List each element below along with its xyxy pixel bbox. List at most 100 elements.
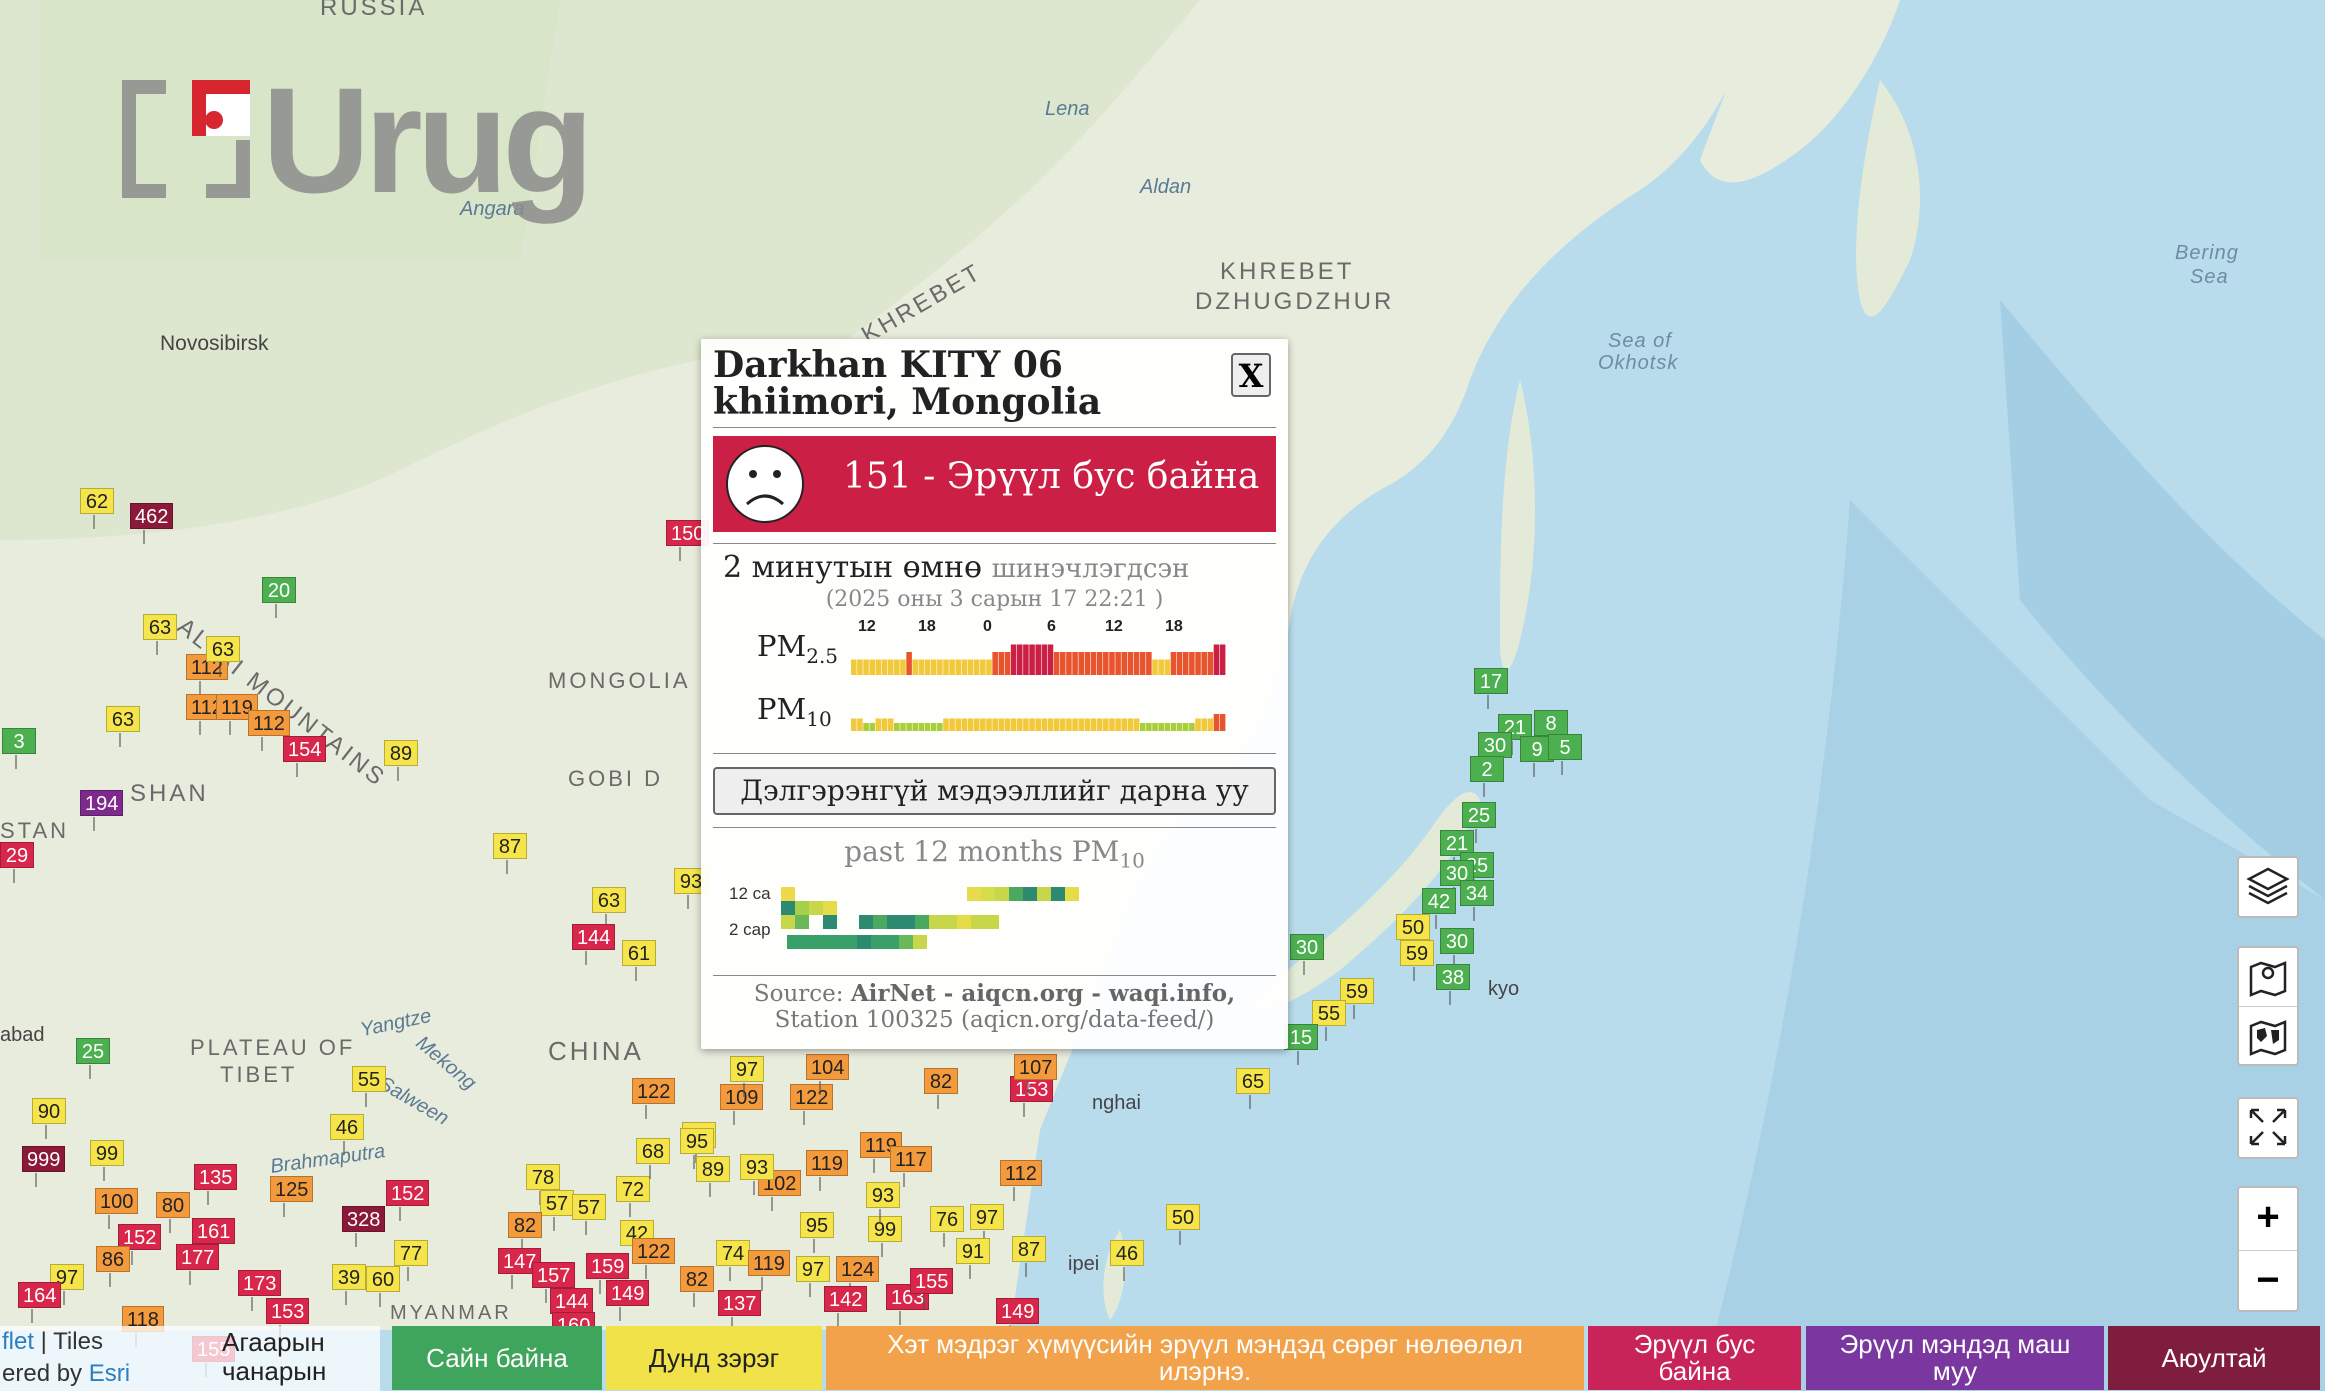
- aqi-marker[interactable]: 25: [1462, 802, 1496, 843]
- aqi-marker[interactable]: 122: [632, 1238, 676, 1279]
- aqi-marker[interactable]: 25: [76, 1038, 110, 1079]
- aqi-marker[interactable]: 72: [616, 1176, 650, 1217]
- aqi-marker[interactable]: 68: [636, 1138, 670, 1179]
- aqi-marker[interactable]: 50: [1396, 914, 1430, 955]
- aqi-marker[interactable]: 135: [194, 1164, 238, 1205]
- aqi-marker[interactable]: 149: [606, 1280, 650, 1321]
- aqi-marker[interactable]: 78: [526, 1164, 560, 1205]
- aqi-marker[interactable]: 144: [572, 924, 616, 965]
- details-button[interactable]: Дэлгэрэнгүй мэдээллийг дарна уу: [713, 767, 1276, 815]
- aqi-marker[interactable]: 82: [680, 1266, 714, 1307]
- aqi-marker[interactable]: 142: [824, 1286, 868, 1327]
- aqi-marker[interactable]: 21: [1440, 830, 1474, 871]
- aqi-marker[interactable]: 63: [592, 887, 626, 928]
- aqi-marker[interactable]: 62: [80, 488, 114, 529]
- aqi-marker[interactable]: 34: [1460, 880, 1494, 921]
- aqi-marker[interactable]: 29: [0, 842, 34, 883]
- aqi-marker[interactable]: 137: [718, 1290, 762, 1331]
- leaflet-link[interactable]: flet: [2, 1328, 35, 1355]
- aqi-marker[interactable]: 97: [730, 1056, 764, 1097]
- aqi-marker[interactable]: 91: [956, 1238, 990, 1279]
- aqi-marker[interactable]: 155: [910, 1268, 954, 1309]
- aqi-marker[interactable]: 63: [206, 636, 240, 677]
- aqi-marker[interactable]: 97: [50, 1264, 84, 1305]
- aqi-marker[interactable]: 112: [248, 710, 290, 751]
- aqi-marker[interactable]: 95: [800, 1212, 834, 1253]
- aqi-marker[interactable]: 46: [1110, 1240, 1144, 1281]
- zoom-in-button[interactable]: +: [2239, 1188, 2297, 1251]
- aqi-marker[interactable]: 74: [716, 1240, 750, 1281]
- aqi-marker[interactable]: 86: [96, 1246, 130, 1287]
- aqi-marker[interactable]: 65: [1236, 1068, 1270, 1109]
- aqi-marker[interactable]: 30: [1290, 934, 1324, 975]
- aqi-marker[interactable]: 152: [386, 1180, 430, 1221]
- aqi-marker[interactable]: 462: [130, 503, 174, 544]
- aqi-marker[interactable]: 59: [1400, 940, 1434, 981]
- aqi-marker[interactable]: 61: [622, 940, 656, 981]
- aqi-marker[interactable]: 15: [1284, 1024, 1318, 1065]
- aqi-marker[interactable]: 153: [1010, 1076, 1054, 1117]
- world-map-button[interactable]: [2239, 1007, 2297, 1065]
- aqi-marker[interactable]: 124: [836, 1256, 880, 1297]
- aqi-marker[interactable]: 93: [740, 1154, 774, 1195]
- aqi-marker[interactable]: 159: [586, 1253, 630, 1294]
- aqi-marker[interactable]: 161: [192, 1218, 236, 1259]
- aqi-marker[interactable]: 42: [1422, 888, 1456, 929]
- aqi-marker[interactable]: 328: [342, 1206, 386, 1247]
- aqi-marker[interactable]: 119: [748, 1250, 790, 1291]
- aqi-marker[interactable]: 100: [95, 1188, 139, 1229]
- map-pin-button[interactable]: [2239, 948, 2297, 1007]
- aqi-marker[interactable]: 93: [866, 1182, 900, 1223]
- aqi-marker[interactable]: 112: [1000, 1160, 1042, 1201]
- aqi-marker[interactable]: 20: [262, 577, 296, 618]
- layers-button[interactable]: [2237, 856, 2299, 918]
- zoom-out-button[interactable]: −: [2256, 1258, 2280, 1302]
- aqi-marker[interactable]: 59: [1340, 978, 1374, 1019]
- aqi-marker[interactable]: 122: [790, 1084, 834, 1125]
- aqi-marker[interactable]: 63: [143, 614, 177, 655]
- aqi-marker[interactable]: 122: [632, 1078, 676, 1119]
- aqi-marker[interactable]: 60: [366, 1266, 400, 1307]
- aqi-marker[interactable]: 117: [890, 1146, 932, 1187]
- aqi-marker[interactable]: 99: [868, 1216, 902, 1257]
- aqi-marker[interactable]: 154: [283, 736, 327, 777]
- aqi-marker[interactable]: 82: [508, 1212, 542, 1253]
- aqi-marker[interactable]: 46: [330, 1114, 364, 1155]
- aqi-marker[interactable]: 55: [352, 1066, 386, 1107]
- aqi-marker[interactable]: 97: [970, 1204, 1004, 1245]
- aqi-marker[interactable]: 97: [796, 1256, 830, 1297]
- aqi-marker[interactable]: 30: [1478, 732, 1512, 773]
- popup-close-button[interactable]: X: [1231, 353, 1271, 397]
- aqi-marker[interactable]: 153: [266, 1298, 310, 1339]
- aqi-marker[interactable]: 87: [1012, 1236, 1046, 1277]
- aqi-marker[interactable]: 164: [18, 1282, 62, 1323]
- aqi-marker[interactable]: 104: [806, 1054, 850, 1095]
- aqi-marker[interactable]: 2: [1470, 756, 1504, 797]
- aqi-marker[interactable]: 57: [572, 1194, 606, 1235]
- aqi-marker[interactable]: 173: [238, 1270, 282, 1311]
- aqi-marker[interactable]: 119: [806, 1150, 848, 1191]
- aqi-marker[interactable]: 125: [270, 1176, 314, 1217]
- aqi-marker[interactable]: 194: [80, 790, 124, 831]
- aqi-marker[interactable]: 109: [720, 1084, 764, 1125]
- aqi-marker[interactable]: 50: [1166, 1204, 1200, 1245]
- aqi-marker[interactable]: 8: [1534, 710, 1568, 751]
- aqi-marker[interactable]: 157: [532, 1262, 576, 1303]
- aqi-marker[interactable]: 30: [1440, 928, 1474, 969]
- aqi-marker[interactable]: 89: [384, 740, 418, 781]
- aqi-marker[interactable]: 90: [32, 1098, 66, 1139]
- aqi-marker[interactable]: 38: [1436, 964, 1470, 1005]
- aqi-marker[interactable]: 57: [540, 1190, 574, 1231]
- aqi-marker[interactable]: 107: [1014, 1054, 1058, 1095]
- aqi-marker[interactable]: 144: [550, 1288, 594, 1329]
- aqi-marker[interactable]: 3: [2, 728, 36, 769]
- aqi-marker[interactable]: 82: [924, 1068, 958, 1109]
- aqi-marker[interactable]: 63: [106, 706, 140, 747]
- esri-link[interactable]: Esri: [88, 1360, 131, 1387]
- aqi-marker[interactable]: 89: [696, 1156, 730, 1197]
- aqi-marker[interactable]: 39: [332, 1264, 366, 1305]
- aqi-marker[interactable]: 55: [1312, 1000, 1346, 1041]
- aqi-marker[interactable]: 87: [493, 833, 527, 874]
- fullscreen-button[interactable]: [2237, 1097, 2299, 1159]
- aqi-marker[interactable]: 17: [1474, 668, 1508, 709]
